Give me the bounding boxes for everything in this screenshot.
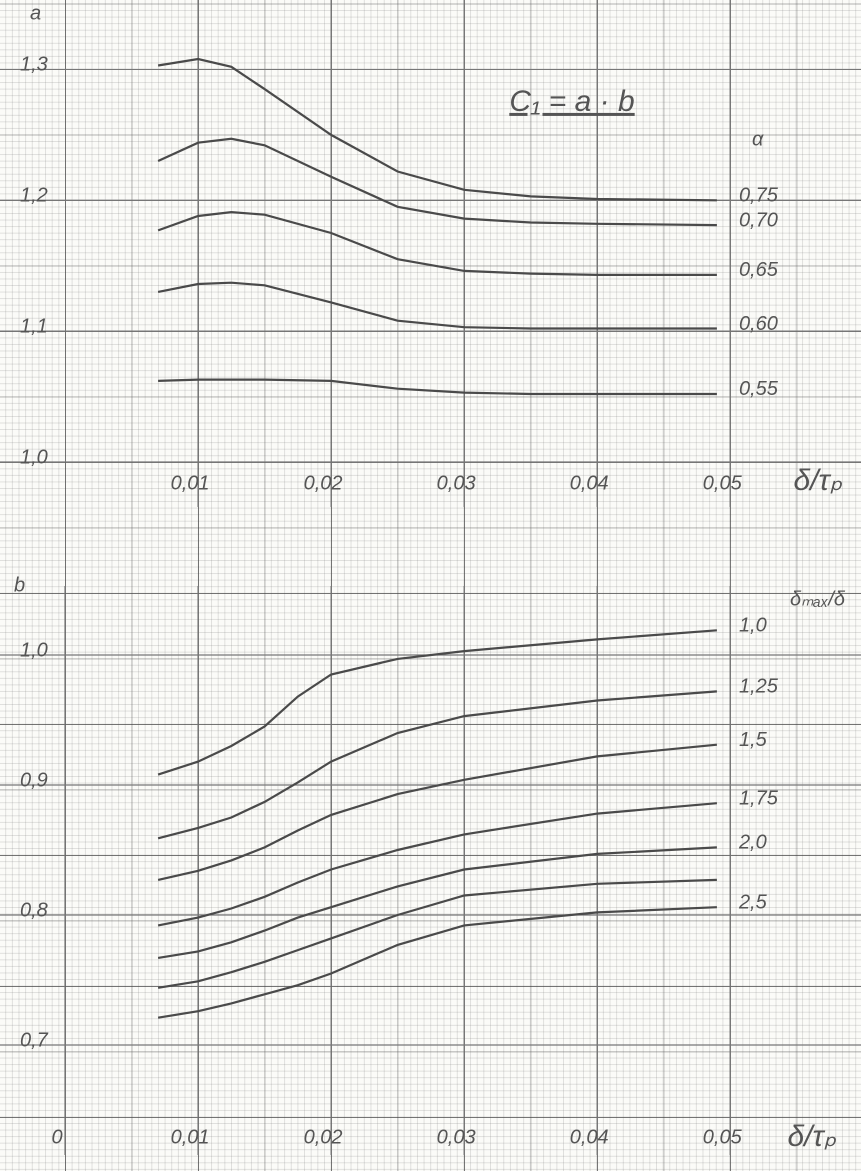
annotation: C₁ = a · b	[509, 85, 634, 118]
curve	[157, 690, 717, 840]
y-tick-label: 1,0	[20, 446, 48, 468]
curve	[157, 906, 717, 1019]
legend-entry: 1,5	[739, 729, 768, 751]
legend-entry: 1,0	[739, 615, 767, 637]
y-tick-label: 0,7	[20, 1029, 49, 1051]
y-axis-label: b	[14, 574, 25, 596]
curve	[157, 281, 717, 330]
y-tick-label: 0,8	[20, 899, 48, 921]
legend-title: δₘₐₓ/δ	[790, 588, 846, 610]
curve	[157, 846, 717, 959]
x-tick-label: 0,05	[703, 472, 743, 494]
x-tick-label: 0,03	[437, 472, 476, 494]
x-tick-label: 0,02	[304, 1126, 343, 1148]
y-axis-label: a	[30, 2, 41, 24]
curve	[157, 743, 718, 881]
y-tick-label: 1,3	[20, 54, 48, 76]
y-tick-label: 1,2	[20, 185, 48, 207]
x-tick-label: 0,05	[703, 1126, 743, 1148]
legend-entry: 1,75	[739, 787, 779, 809]
curve	[157, 878, 717, 989]
legend-entry: 0,55	[739, 378, 779, 400]
legend-entry: 0,60	[739, 313, 778, 335]
curve	[157, 802, 717, 927]
x-tick-label: 0,01	[171, 472, 210, 494]
x-tick-label: 0,03	[437, 1126, 476, 1148]
x-tick-label: 0,02	[304, 472, 343, 494]
x-tick-label: 0,04	[570, 1126, 609, 1148]
x-tick-label: 0,01	[171, 1126, 210, 1148]
y-tick-label: 1,0	[20, 639, 48, 661]
legend-entry: 0,65	[739, 259, 779, 281]
legend-entry: 1,25	[739, 676, 779, 698]
curve	[157, 57, 717, 202]
x-tick-label: 0	[51, 1126, 62, 1148]
curve	[157, 629, 717, 776]
curve	[157, 137, 717, 227]
x-axis-label: δ/τₚ	[787, 1120, 836, 1153]
legend-entry: 0,75	[739, 185, 779, 207]
curve	[157, 210, 717, 276]
x-axis-label: δ/τₚ	[793, 464, 842, 497]
legend-entry: 0,70	[739, 209, 778, 231]
y-tick-label: 1,1	[20, 315, 48, 337]
curve	[158, 378, 717, 396]
legend-title: α	[752, 128, 764, 150]
legend-entry: 2,5	[738, 891, 768, 913]
legend-entry: 2,0	[738, 832, 767, 854]
x-tick-label: 0,04	[570, 472, 609, 494]
y-tick-label: 0,9	[20, 769, 48, 791]
